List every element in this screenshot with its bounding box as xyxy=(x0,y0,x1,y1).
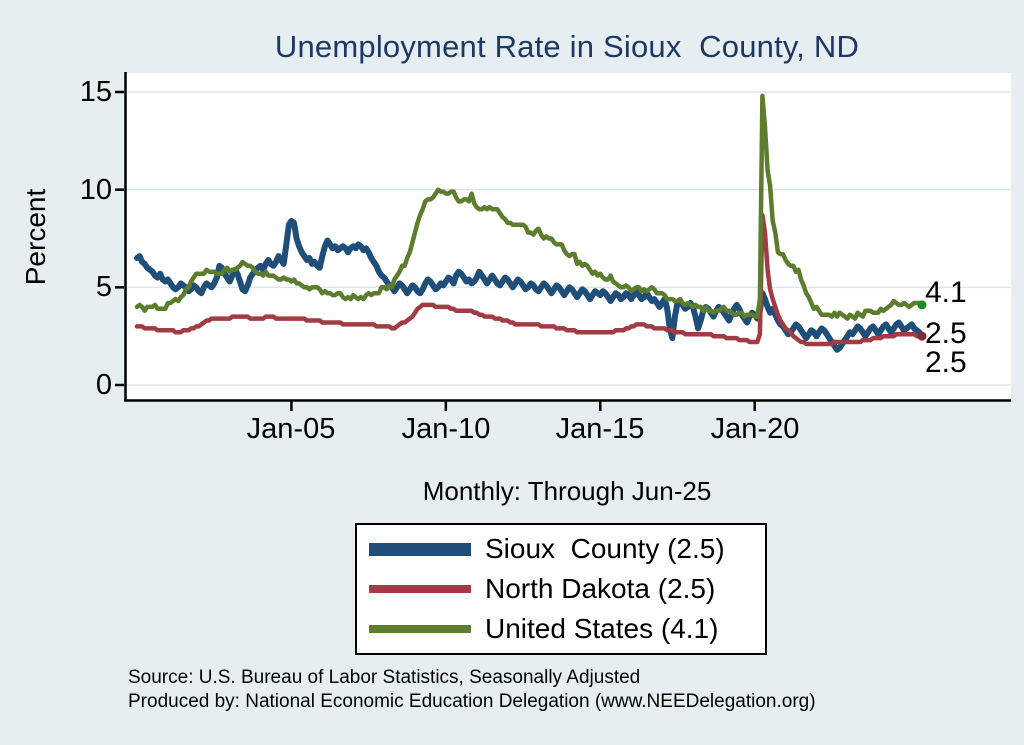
y-tick-label-5: 5 xyxy=(95,271,112,303)
y-tick-label-15: 15 xyxy=(79,76,112,108)
y-axis-title: Percent xyxy=(20,188,51,286)
produced-by-note: Produced by: National Economic Education… xyxy=(128,691,816,712)
source-note: Source: U.S. Bureau of Labor Statistics,… xyxy=(128,667,641,688)
legend-item-united-states: United States (4.1) xyxy=(369,613,765,645)
end-label-sioux-county: 2.5 xyxy=(925,346,967,379)
legend-item-sioux-county: Sioux County (2.5) xyxy=(369,533,765,565)
chart-title: Unemployment Rate in Sioux County, ND xyxy=(274,29,860,64)
legend-item-north-dakota: North Dakota (2.5) xyxy=(369,573,765,605)
legend-label-north-dakota: North Dakota (2.5) xyxy=(485,573,716,604)
gridlines xyxy=(126,91,1011,386)
series-line-united-states xyxy=(134,93,925,321)
end-label-united-states: 4.1 xyxy=(925,276,967,309)
series-line-north-dakota xyxy=(134,212,925,347)
x-tick-label-jan15: Jan-15 xyxy=(555,413,645,445)
y-tick-label-0: 0 xyxy=(95,369,112,401)
legend-label-sioux-county: Sioux County (2.5) xyxy=(485,533,725,564)
plot-area-background xyxy=(126,73,1011,400)
series-lines xyxy=(134,93,927,353)
tick-marks xyxy=(115,90,756,411)
y-tick-label-10: 10 xyxy=(79,174,112,206)
x-tick-label-jan10: Jan-10 xyxy=(401,413,491,445)
chart-subtitle: Monthly: Through Jun-25 xyxy=(422,476,712,506)
end-marker-united-states xyxy=(917,300,927,310)
end-label-north-dakota: 2.5 xyxy=(925,317,967,350)
x-tick-label-jan20: Jan-20 xyxy=(710,413,800,445)
legend-swatch-sioux-county xyxy=(369,542,471,556)
x-tick-label-jan05: Jan-05 xyxy=(246,413,336,445)
axes-frame xyxy=(124,72,1011,402)
legend: Sioux County (2.5) North Dakota (2.5) Un… xyxy=(355,523,767,655)
legend-label-united-states: United States (4.1) xyxy=(485,613,719,644)
legend-swatch-united-states xyxy=(369,625,471,633)
end-marker-north-dakota xyxy=(917,331,927,341)
legend-swatch-north-dakota xyxy=(369,585,471,593)
